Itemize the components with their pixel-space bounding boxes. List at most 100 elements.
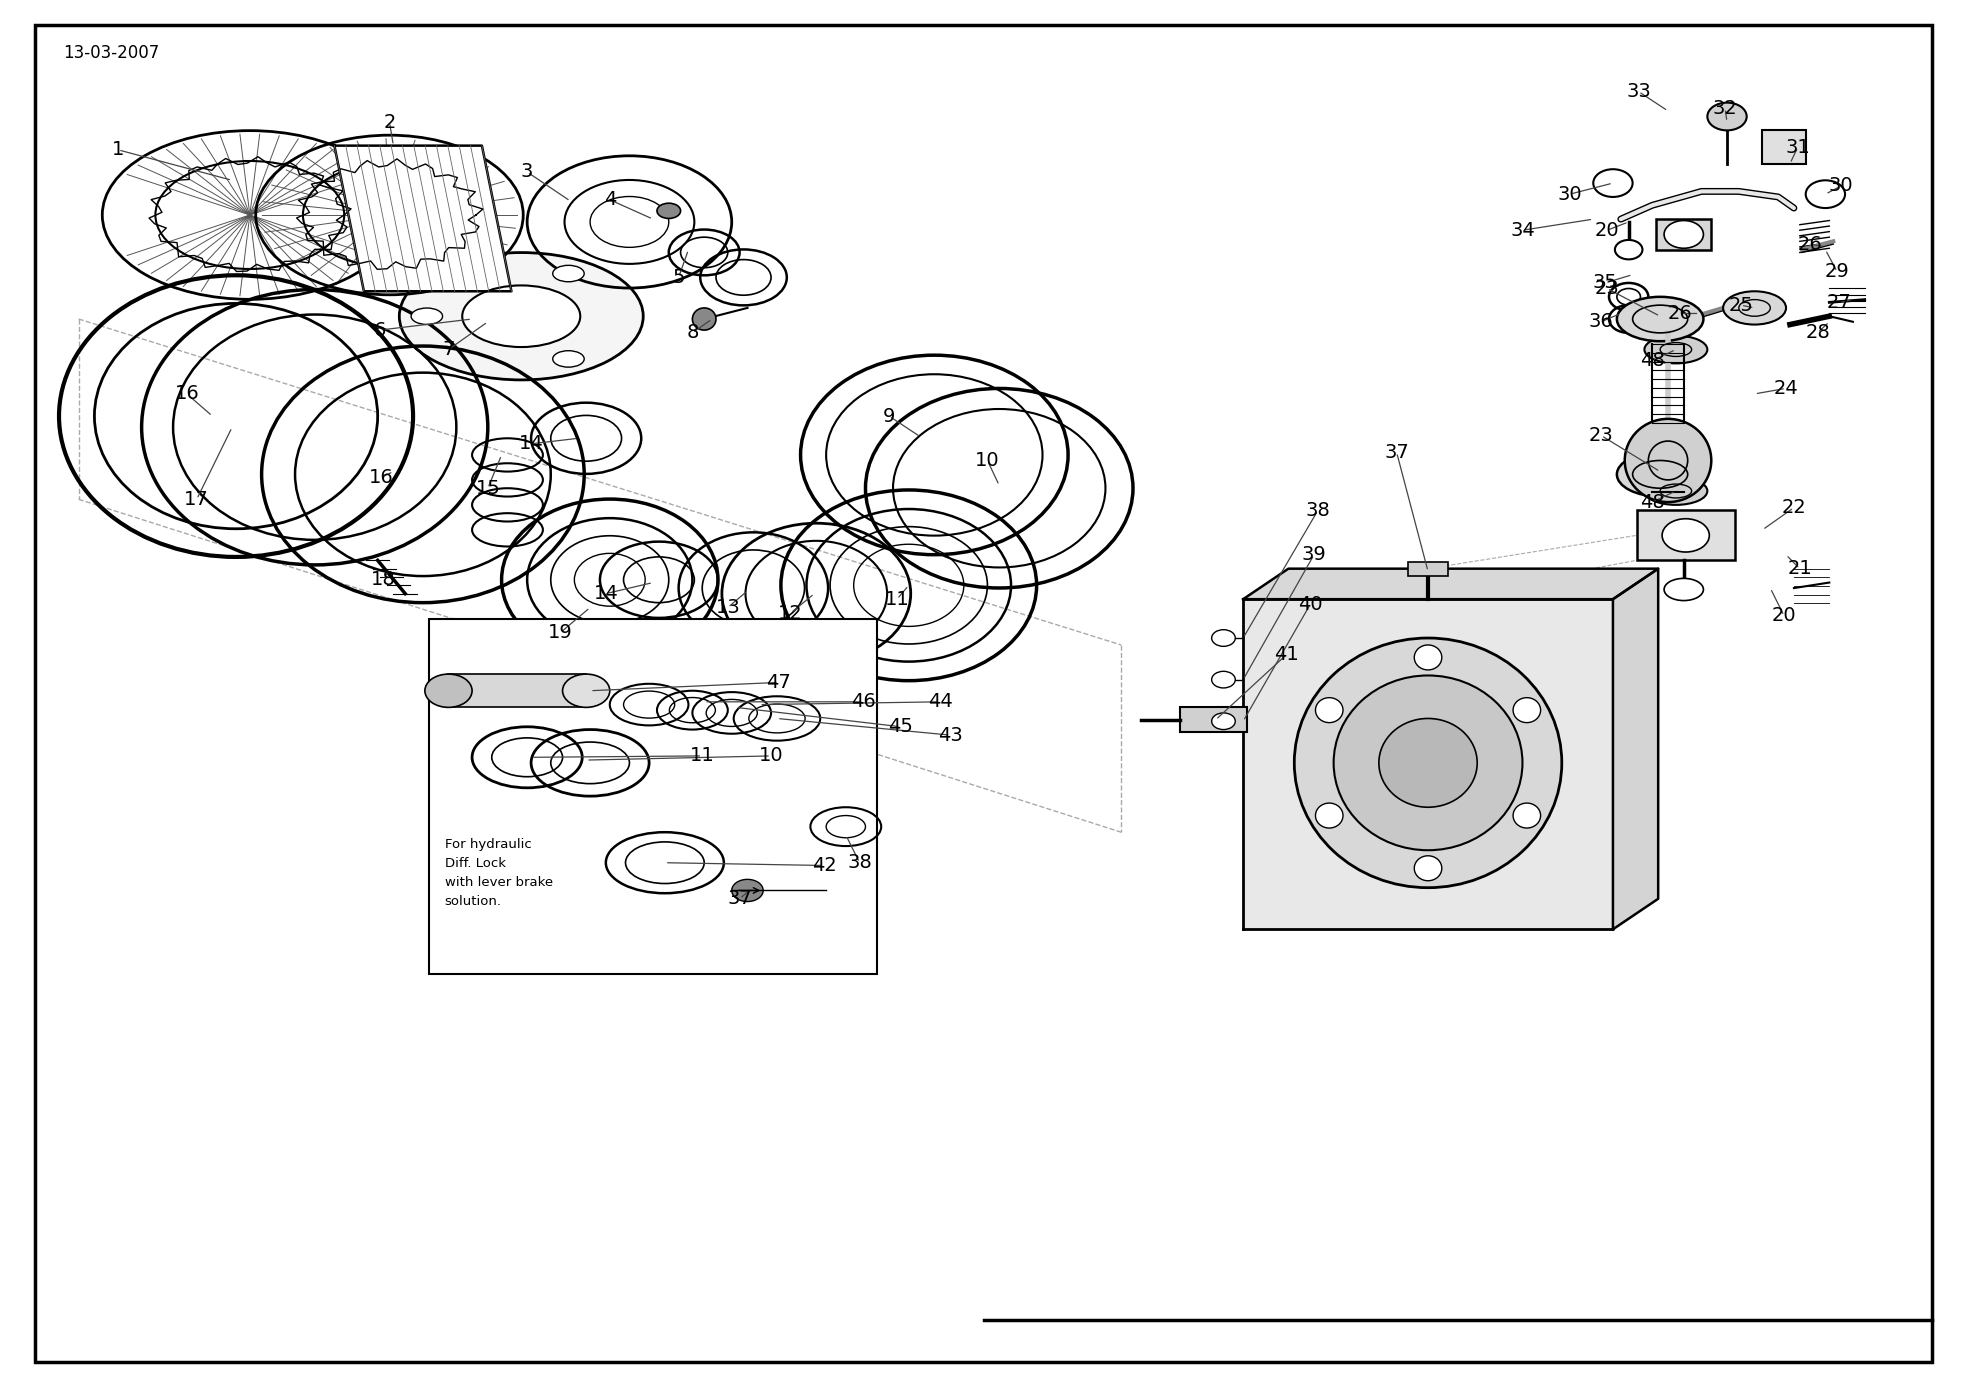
Ellipse shape xyxy=(657,203,681,219)
Text: 8: 8 xyxy=(686,323,698,343)
Ellipse shape xyxy=(1617,297,1703,341)
Text: 20: 20 xyxy=(1595,221,1619,240)
Text: 6: 6 xyxy=(374,320,386,340)
Text: 30: 30 xyxy=(1829,176,1853,196)
Text: 44: 44 xyxy=(928,692,952,712)
Text: 48: 48 xyxy=(1640,492,1664,512)
Ellipse shape xyxy=(1212,713,1235,730)
Text: 17: 17 xyxy=(185,490,209,509)
Text: 33: 33 xyxy=(1627,82,1650,101)
Text: 25: 25 xyxy=(1729,295,1753,315)
Text: 31: 31 xyxy=(1786,137,1810,157)
Ellipse shape xyxy=(1294,638,1562,888)
Ellipse shape xyxy=(1593,169,1633,197)
Ellipse shape xyxy=(1806,180,1845,208)
Ellipse shape xyxy=(1212,671,1235,688)
Ellipse shape xyxy=(1723,291,1786,325)
Text: 29: 29 xyxy=(1825,262,1849,282)
Text: 11: 11 xyxy=(690,746,714,766)
Text: 13-03-2007: 13-03-2007 xyxy=(63,44,159,62)
Text: 36: 36 xyxy=(1589,312,1613,331)
Ellipse shape xyxy=(553,351,584,368)
Ellipse shape xyxy=(462,286,580,347)
Text: 35: 35 xyxy=(1593,273,1617,293)
Ellipse shape xyxy=(1662,519,1709,552)
Text: 26: 26 xyxy=(1798,234,1821,254)
Text: 23: 23 xyxy=(1595,279,1619,298)
Bar xyxy=(1408,562,1448,576)
Text: 21: 21 xyxy=(1788,559,1812,578)
Ellipse shape xyxy=(1414,645,1442,670)
Text: 37: 37 xyxy=(728,889,751,908)
Text: 45: 45 xyxy=(889,717,913,736)
Text: 9: 9 xyxy=(883,406,895,426)
Text: 2: 2 xyxy=(384,112,395,132)
Ellipse shape xyxy=(1615,240,1642,259)
Text: For hydraulic
Diff. Lock
with lever brake
solution.: For hydraulic Diff. Lock with lever brak… xyxy=(445,838,553,907)
Text: 14: 14 xyxy=(519,434,543,454)
Text: 43: 43 xyxy=(938,725,962,745)
Ellipse shape xyxy=(1617,452,1703,497)
Ellipse shape xyxy=(1316,698,1343,723)
Ellipse shape xyxy=(1414,856,1442,881)
Text: 20: 20 xyxy=(1772,606,1796,626)
Text: 34: 34 xyxy=(1511,221,1534,240)
Text: 3: 3 xyxy=(521,162,533,182)
Polygon shape xyxy=(1243,599,1613,929)
Text: 41: 41 xyxy=(1275,645,1298,664)
Text: 10: 10 xyxy=(976,451,999,470)
Text: 27: 27 xyxy=(1827,293,1851,312)
Bar xyxy=(448,674,586,707)
Ellipse shape xyxy=(411,308,443,325)
Ellipse shape xyxy=(732,879,763,902)
Polygon shape xyxy=(334,146,511,291)
Bar xyxy=(1637,510,1735,560)
Ellipse shape xyxy=(553,265,584,282)
Text: 22: 22 xyxy=(1782,498,1806,517)
Text: 38: 38 xyxy=(848,853,871,872)
Ellipse shape xyxy=(1644,477,1707,505)
Text: 26: 26 xyxy=(1668,304,1692,323)
Text: 7: 7 xyxy=(443,340,454,359)
Text: 32: 32 xyxy=(1713,98,1737,118)
Ellipse shape xyxy=(692,308,716,330)
Text: 11: 11 xyxy=(885,589,909,609)
Ellipse shape xyxy=(1644,336,1707,363)
Text: 1: 1 xyxy=(112,140,124,160)
Bar xyxy=(429,619,877,974)
Text: 37: 37 xyxy=(1385,442,1408,462)
Text: 16: 16 xyxy=(370,467,393,487)
Text: 39: 39 xyxy=(1302,545,1326,565)
Text: 15: 15 xyxy=(476,479,500,498)
Ellipse shape xyxy=(1664,221,1703,248)
Ellipse shape xyxy=(563,674,610,707)
Ellipse shape xyxy=(1625,419,1711,502)
Text: 16: 16 xyxy=(175,384,199,404)
Ellipse shape xyxy=(1212,630,1235,646)
Bar xyxy=(1762,130,1806,164)
Text: 13: 13 xyxy=(716,598,740,617)
Text: 14: 14 xyxy=(594,584,618,603)
Ellipse shape xyxy=(1316,803,1343,828)
Text: 4: 4 xyxy=(604,190,616,209)
Ellipse shape xyxy=(1334,675,1522,850)
Polygon shape xyxy=(1243,569,1658,599)
Polygon shape xyxy=(1613,569,1658,929)
Text: 42: 42 xyxy=(812,856,836,875)
Text: 30: 30 xyxy=(1558,184,1581,204)
Text: 38: 38 xyxy=(1306,501,1330,520)
Ellipse shape xyxy=(1513,698,1540,723)
Text: 18: 18 xyxy=(372,570,395,589)
Text: 5: 5 xyxy=(673,268,685,287)
Ellipse shape xyxy=(399,252,643,380)
Text: 10: 10 xyxy=(759,746,783,766)
Ellipse shape xyxy=(1379,718,1477,807)
Text: 40: 40 xyxy=(1298,595,1322,614)
Text: 12: 12 xyxy=(779,603,803,623)
Ellipse shape xyxy=(1513,803,1540,828)
Text: 24: 24 xyxy=(1774,379,1798,398)
Bar xyxy=(1656,219,1711,250)
Bar xyxy=(1180,707,1247,732)
Text: 28: 28 xyxy=(1806,323,1829,343)
Text: 47: 47 xyxy=(767,673,791,692)
